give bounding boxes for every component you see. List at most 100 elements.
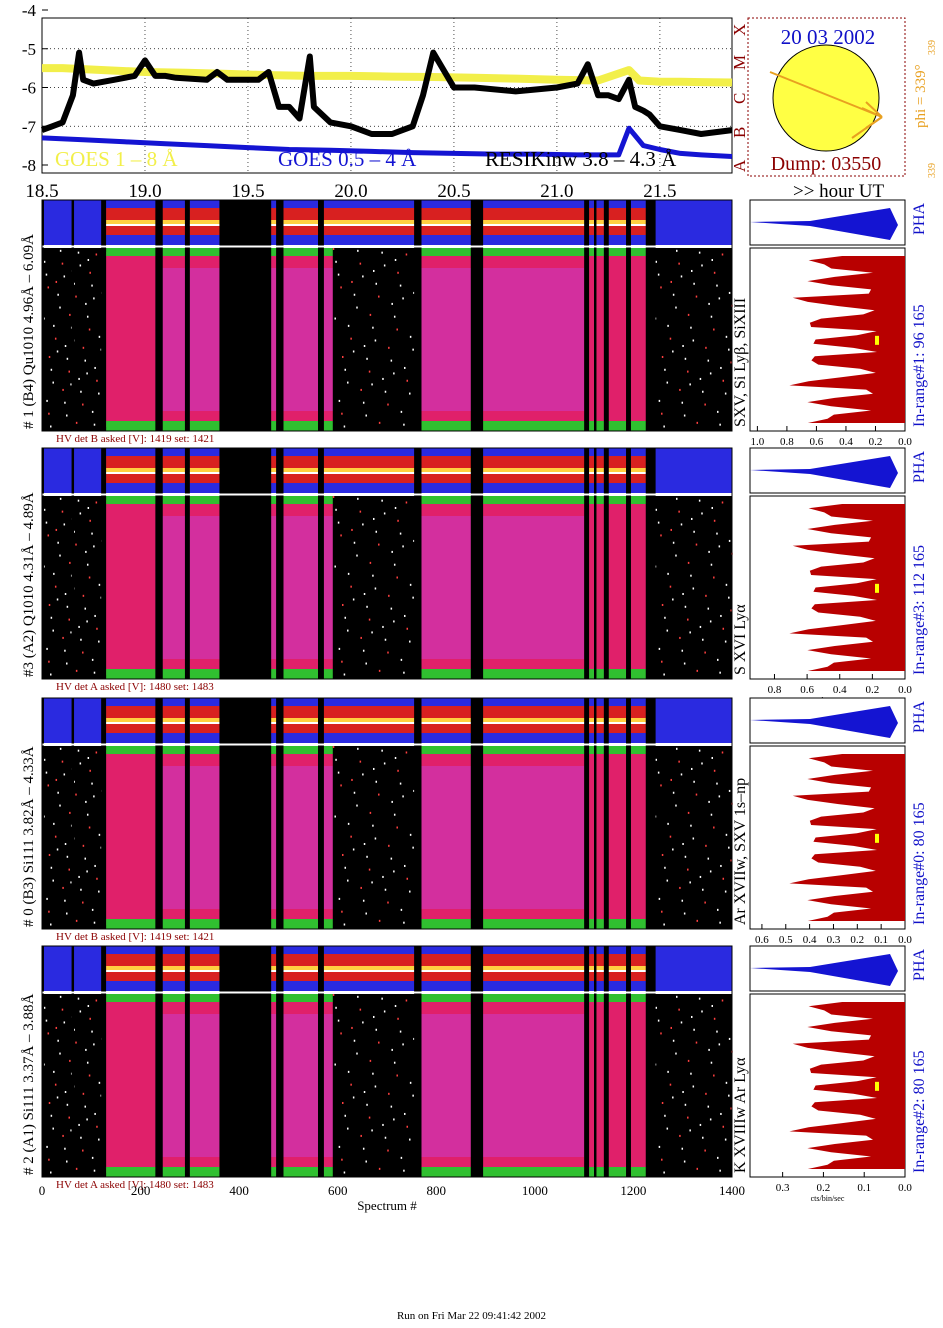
data-gap [42,946,44,1177]
speckle [676,249,678,252]
speckle [660,784,662,787]
speckle [701,1010,703,1013]
speckle [717,1156,719,1159]
speckle [702,888,704,891]
speckle [403,1169,405,1172]
speckle [91,782,93,785]
speckle [409,640,411,643]
spectrum-tick-label: 400 [229,1183,249,1198]
speckle [70,881,72,884]
speckle [657,1019,660,1022]
speckle [360,636,362,639]
speckle [393,870,395,873]
speckle [690,517,693,520]
speckle [387,403,389,406]
speckle [91,284,93,287]
speckle [48,603,51,606]
speckle [66,1160,68,1163]
speckle [710,1061,713,1064]
pha-peak [106,722,654,724]
speckle [394,756,397,759]
speckle [713,271,716,274]
speckle [352,848,355,851]
speckle [396,576,398,579]
speckle [91,1030,93,1033]
speckle [663,1171,665,1174]
speckle [387,1149,389,1152]
speckle [724,1138,727,1141]
speckle [363,592,366,595]
speckle [91,1156,94,1159]
speckle [57,791,59,794]
speckle [343,923,346,926]
speckle [695,543,698,546]
spectrum-tick-label: 1000 [522,1183,548,1198]
speckle [693,282,695,285]
speckle [678,510,680,513]
speckle [356,1052,358,1055]
speckle [93,795,95,798]
speckle [400,658,403,661]
speckle [374,587,377,590]
speckle [75,1041,77,1044]
speckle [675,554,677,557]
data-gap [603,946,609,1177]
speckle [64,842,67,845]
speckle [352,350,355,353]
speckle [56,848,59,851]
speckle [690,824,692,827]
data-gap [626,946,631,1177]
spectrum-tick-label: 1400 [719,1183,745,1198]
speckle [45,771,48,774]
speckle [687,1059,690,1062]
light-curve-grid [42,18,732,173]
pha-histogram [750,208,898,240]
speckle [719,423,721,426]
speckle [68,370,70,373]
speckle [337,1019,340,1022]
speckle [359,1008,362,1011]
pha-core [106,718,654,724]
speckle [86,1061,89,1064]
hv-label: HV det A asked [V]: 1480 set: 1483 [56,1179,214,1191]
data-gap [470,698,484,929]
speckle [399,284,402,287]
speckle [683,1160,686,1163]
speckle [54,835,57,838]
speckle [98,1081,101,1084]
speckle [365,1160,367,1163]
series-line [41,125,733,159]
spectrogram-panel: #3 (A2) Q1010 4.31Å – 4.89Å HV det A aske… [21,447,733,693]
speckle [695,793,698,796]
speckle [59,747,62,750]
speckle [393,620,395,623]
speckle [383,512,386,515]
speckle [86,1118,88,1121]
speckle [713,576,715,579]
legend-goes-short: GOES 0.5 – 4 Å [278,147,417,171]
speckle [362,1021,364,1024]
speckle [73,780,75,783]
speckle [343,673,346,676]
speckle [371,631,373,634]
speckle [402,1043,404,1046]
speckle [725,583,728,586]
speckle [86,620,88,623]
speckle [390,359,393,362]
speckle [375,282,378,285]
speckle [409,583,412,586]
speckle [660,1032,662,1035]
speckle [695,1041,698,1044]
speckle [683,662,686,665]
speckle [383,264,386,267]
speckle [390,607,393,610]
speckle [402,545,404,548]
speckle [77,997,80,1000]
speckle [693,530,695,533]
light-curve-y-ticks: -4 -5 -6 -7 -8 [22,1,48,175]
spectrogram-panel: # 2 (A1) Si111 3.37Å – 3.88Å HV det A ask… [21,945,733,1191]
resik-figure: -4 -5 -6 -7 -8 A B C M X GOES 1 – 8 Å GOES 0.5 –… [21,1,938,1213]
data-gap [584,200,590,431]
speckle [363,344,366,347]
speckle [664,866,666,869]
